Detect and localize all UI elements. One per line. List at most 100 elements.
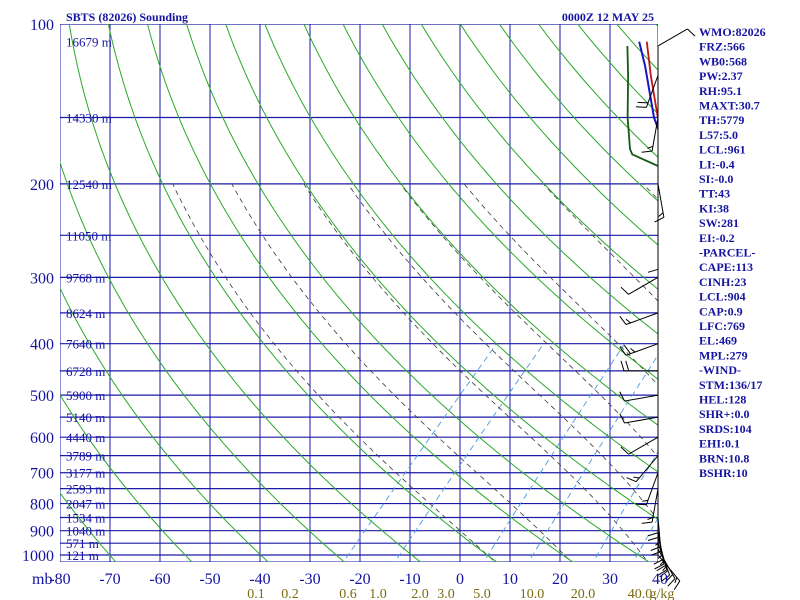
wind-barb-shaft (645, 472, 659, 505)
index-item: RH:95.1 (699, 84, 742, 98)
temperature-tick-label: -60 (149, 571, 170, 588)
wind-barb-feather (665, 574, 673, 583)
dry-adiabat-line (342, 24, 658, 380)
pressure-tick-label: 500 (30, 388, 54, 405)
dry-adiabat-line (264, 24, 658, 473)
height-label: 4440 m (66, 430, 105, 445)
index-item: WMO:82026 (699, 25, 766, 39)
wind-barb-shaft (657, 548, 676, 579)
wind-barb-shaft (657, 183, 665, 218)
wind-barb (635, 75, 659, 108)
dry-adiabat-line (0, 12, 43, 566)
wind-barb-shaft (624, 416, 659, 424)
pressure-tick-label: 900 (30, 524, 54, 541)
temperature-tick-label: 0 (456, 571, 464, 588)
height-label: 2047 m (66, 497, 105, 512)
index-item: WB0:568 (699, 54, 747, 68)
height-label: 12540 m (66, 177, 112, 192)
wind-barb (619, 391, 659, 402)
height-label: 121 m (66, 548, 99, 563)
index-item: PW:2.37 (699, 69, 743, 83)
dry-adiabat-line (225, 24, 658, 520)
moist-adiabat-line (172, 183, 496, 562)
index-item: -PARCEL- (699, 246, 755, 260)
mixing-ratio-label: 20.0 (571, 587, 596, 600)
mixing-ratio-label: 1.0 (369, 587, 387, 600)
temperature-tick-label: 20 (552, 571, 568, 588)
index-item: L57:5.0 (699, 128, 738, 142)
wind-barb-feather (650, 546, 661, 551)
wind-barb (620, 436, 659, 455)
wind-barb (650, 517, 662, 556)
index-item: KI:38 (699, 201, 729, 215)
wind-barb-feather (654, 216, 665, 223)
mixing-ratio-label: 2.0 (411, 587, 429, 600)
wind-barb-feather (654, 563, 665, 570)
dry-adiabat-line (537, 24, 658, 158)
wind-barb-feather (619, 391, 625, 402)
pressure-tick-label: 700 (30, 466, 54, 483)
pressure-tick-label: 800 (30, 497, 54, 514)
wind-barb (647, 503, 659, 542)
wind-barb-feather (635, 106, 647, 108)
wind-barb (620, 360, 658, 372)
wind-barb-feather (647, 516, 654, 521)
dry-adiabat-line (68, 24, 422, 562)
index-item: CINH:23 (699, 275, 746, 289)
dry-adiabat-line (186, 24, 650, 562)
wind-barb-feather (641, 521, 653, 524)
index-item: SI:-0.0 (699, 172, 733, 186)
wind-barb-feather (658, 212, 664, 217)
wind-barb (619, 312, 659, 325)
moist-adiabat-line (763, 184, 800, 567)
wind-barb (619, 413, 659, 424)
wind-barb-feather (620, 446, 629, 455)
temperature-tick-label: -70 (99, 571, 120, 588)
wind-barb-shaft (651, 488, 659, 523)
wind-barb-feather (657, 554, 663, 560)
chart-title: SBTS (82026) Sounding (66, 10, 188, 24)
dry-adiabat-line (498, 24, 658, 202)
moist-adiabat-line (231, 183, 572, 562)
height-label: 7640 m (66, 337, 105, 352)
dry-adiabat-line (459, 24, 658, 246)
mixing-ratio-label: 0.2 (281, 587, 299, 600)
index-item: EL:469 (699, 334, 737, 348)
moist-adiabat-line (543, 183, 658, 302)
wind-barb-feather (657, 569, 668, 576)
wind-barb (647, 235, 659, 273)
index-item: HEL:128 (699, 393, 746, 407)
index-item: SW:281 (699, 216, 739, 230)
wind-barb-feather (626, 477, 637, 483)
mixing-ratio-label: 10.0 (520, 587, 545, 600)
index-item: TH:5779 (699, 113, 744, 127)
wind-barb (657, 548, 676, 587)
index-item: STM:136/17 (699, 378, 762, 392)
wind-barb (641, 488, 659, 524)
index-item: CAPE:113 (699, 260, 753, 274)
wind-barb-feather (660, 574, 670, 582)
index-item: EI:-0.2 (699, 231, 735, 245)
mixing-ratio-label: 0.6 (339, 587, 357, 600)
height-label: 5900 m (66, 388, 105, 403)
mixing-ratio-line (527, 354, 658, 562)
wind-barb-feather (653, 559, 664, 565)
wind-barb-feather (647, 145, 654, 149)
wind-barb (620, 276, 659, 295)
height-label: 3789 m (66, 449, 105, 464)
height-label: 14330 m (66, 111, 112, 126)
wind-barb-feather (647, 537, 659, 542)
index-item: BSHR:10 (699, 466, 748, 480)
temperature-tick-label: 10 (502, 571, 518, 588)
height-label: 6728 m (66, 364, 105, 379)
plot-frame (60, 24, 658, 562)
dry-adiabat-line (761, 12, 800, 566)
wind-barb (626, 455, 659, 483)
moist-adiabats (172, 183, 800, 567)
wind-barb-shaft (635, 455, 659, 483)
height-label: 16679 m (66, 35, 112, 50)
mixing-ratio-label: 0.1 (247, 587, 265, 600)
wind-barb-feather (620, 286, 629, 295)
temperature-tick-label: -30 (299, 571, 320, 588)
